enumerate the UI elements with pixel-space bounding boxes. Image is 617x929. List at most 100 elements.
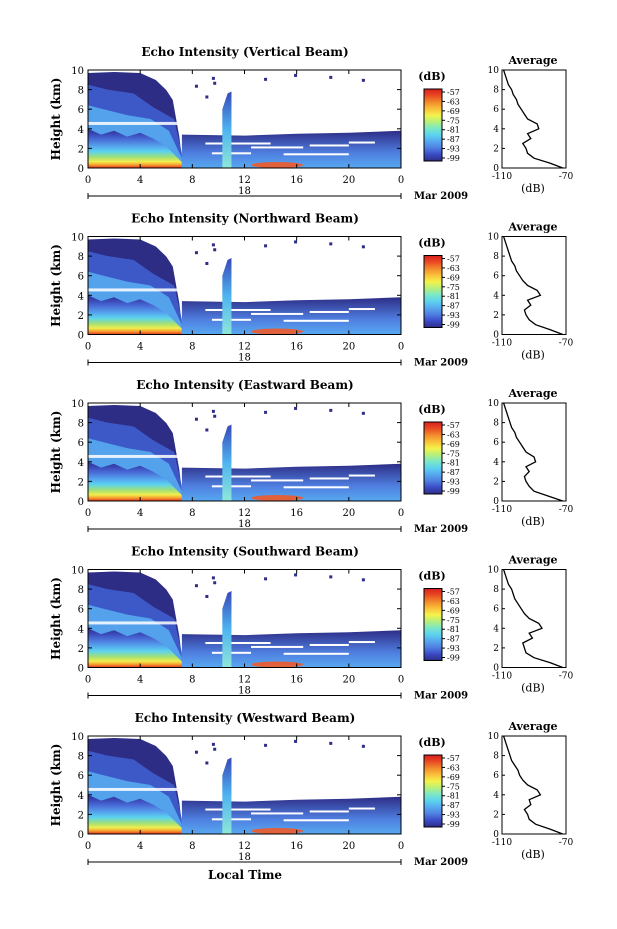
echo-speck (205, 428, 209, 432)
y-axis-label: Height (km) (49, 411, 63, 494)
echo-speck (211, 76, 215, 80)
colorbar-tick-label: -75 (447, 449, 460, 458)
echo-speck (361, 78, 365, 82)
colorbar-tick-label: -81 (447, 292, 460, 301)
profile-y-tick-label: 8 (493, 86, 499, 96)
colorbar-unit: (dB) (418, 570, 445, 583)
colorbar-unit: (dB) (418, 736, 445, 749)
profile-x-label: (dB) (521, 682, 545, 695)
profile-x-tick-label: -110 (492, 505, 512, 515)
colorbar-tick-label: -81 (447, 459, 460, 468)
colorbar-tick-label: -63 (447, 597, 460, 606)
echo-gap (283, 652, 349, 655)
echo-speck (361, 411, 365, 415)
surface-echo (88, 128, 182, 168)
profile-y-tick-label: 2 (493, 144, 499, 154)
echo-speck (213, 414, 217, 418)
afternoon-echo (181, 796, 401, 834)
y-tick-label: 10 (71, 233, 84, 244)
colorbar-tick-label: -93 (447, 145, 460, 154)
afternoon-echo (181, 297, 401, 335)
y-tick-label: 8 (78, 86, 84, 97)
profile-frame (501, 236, 567, 335)
profile-title: Average (507, 554, 557, 567)
echo-speck (213, 747, 217, 751)
echo-gap (283, 486, 349, 489)
echo-gap (309, 144, 349, 147)
surface-warm-patch (251, 328, 304, 335)
profile-y-tick-label: 2 (493, 477, 499, 487)
panel-title: Echo Intensity (Southward Beam) (131, 545, 359, 559)
echo-speck (329, 242, 333, 246)
profile-x-label: (dB) (521, 349, 545, 362)
profile-line (502, 236, 564, 336)
echo-speck (361, 744, 365, 748)
colorbar-tick-label: -69 (447, 107, 460, 116)
echo-speck (213, 248, 217, 252)
convective-plume (222, 424, 232, 501)
profile-y-tick-label: 0 (493, 164, 499, 174)
afternoon-echo (181, 130, 401, 168)
colorbar-tick-label: -87 (447, 302, 460, 311)
date-label: Mar 2009 (414, 857, 468, 868)
x-tick-label: 0 (398, 841, 404, 852)
y-tick-label: 2 (78, 644, 84, 655)
surface-warm-patch (251, 495, 304, 501)
colorbar-tick-label: -99 (447, 154, 460, 163)
profile-x-label: (dB) (521, 848, 545, 861)
x-tick-label: 0 (85, 841, 91, 852)
x-tick-label: 8 (189, 841, 195, 852)
echo-gap (309, 810, 349, 813)
colorbar-tick-label: -57 (447, 754, 460, 763)
x-tick-label: 8 (189, 342, 195, 353)
y-tick-label: 8 (78, 252, 84, 263)
colorbar-tick-label: -63 (447, 763, 460, 772)
profile-frame (501, 402, 567, 502)
panel-title: Echo Intensity (Westward Beam) (135, 711, 356, 725)
echo-speck (194, 750, 198, 754)
echo-speck (329, 408, 333, 412)
day-label: 18 (238, 353, 251, 364)
echo-speck (194, 417, 198, 421)
profile-title: Average (507, 54, 557, 67)
colorbar-tick-label: -75 (447, 616, 460, 625)
date-label: Mar 2009 (414, 524, 468, 535)
echo-speck (329, 741, 333, 745)
profile-y-tick-label: 8 (493, 585, 499, 595)
echo-speck (264, 244, 268, 248)
panel-title: Echo Intensity (Northward Beam) (131, 212, 359, 226)
y-tick-label: 4 (78, 624, 84, 635)
y-tick-label: 10 (71, 566, 84, 577)
y-tick-label: 4 (78, 458, 84, 469)
echo-gap (205, 475, 271, 478)
surface-echo (88, 295, 182, 335)
x-tick-label: 16 (290, 675, 303, 686)
echo-speck (294, 739, 298, 743)
echo-speck (213, 81, 217, 85)
profile-line (502, 569, 564, 669)
profile-x-tick-label: -110 (492, 172, 512, 182)
afternoon-echo (181, 630, 401, 668)
echo-speck (264, 77, 268, 81)
profile-y-tick-label: 10 (488, 732, 500, 742)
profile-y-tick-label: 4 (493, 791, 499, 801)
x-tick-label: 0 (398, 508, 404, 519)
profile-y-tick-label: 10 (488, 233, 500, 243)
y-axis-label: Height (km) (49, 244, 63, 327)
panel-4: Echo Intensity (Westward Beam) Height (km… (49, 711, 574, 868)
y-tick-label: 4 (78, 291, 84, 302)
bright-band (88, 454, 180, 458)
x-tick-label: 12 (238, 675, 251, 686)
y-tick-label: 2 (78, 477, 84, 488)
y-axis-label: Height (km) (49, 577, 63, 660)
y-tick-label: 8 (78, 585, 84, 596)
x-tick-label: 0 (85, 342, 91, 353)
echo-gap (348, 807, 375, 810)
profile-x-tick-label: -70 (559, 172, 574, 182)
surface-warm-patch (251, 828, 304, 834)
profile-title: Average (507, 387, 557, 400)
surface-echo (88, 628, 182, 668)
echo-gap (309, 477, 349, 480)
x-tick-label: 12 (238, 175, 251, 186)
panel-2: Echo Intensity (Eastward Beam) Height (km… (49, 378, 574, 535)
